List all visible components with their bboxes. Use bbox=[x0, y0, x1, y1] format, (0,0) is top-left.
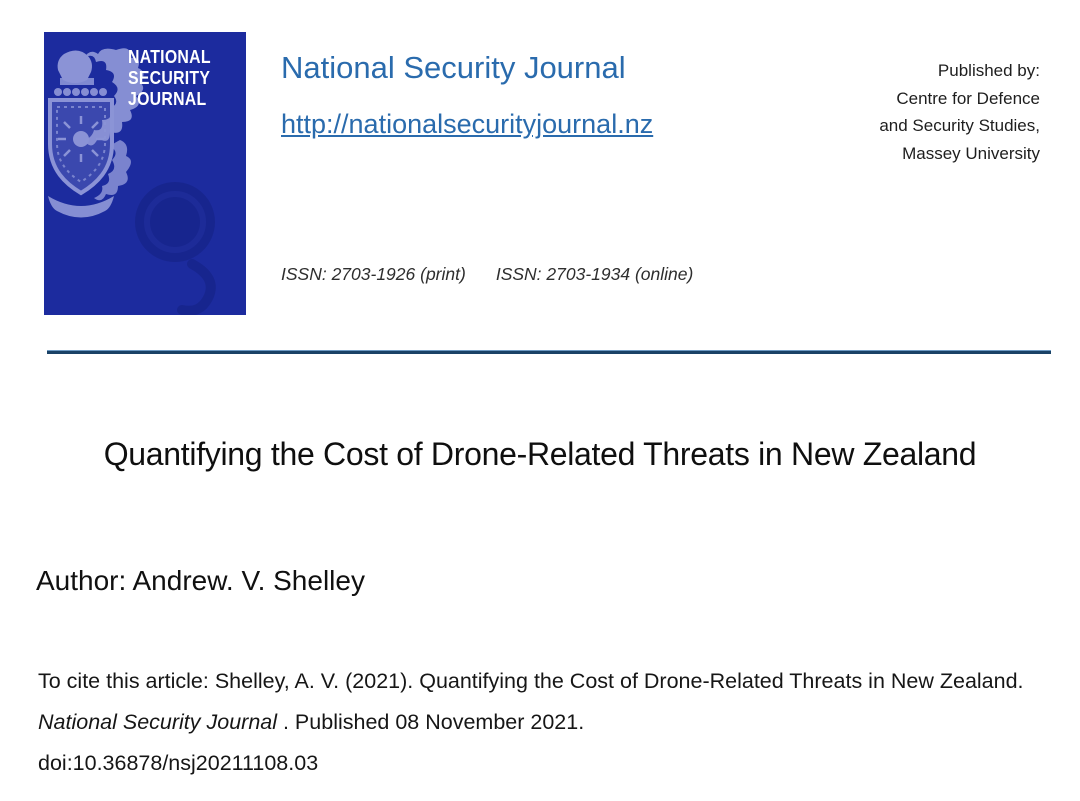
journal-url-link[interactable]: http://nationalsecurityjournal.nz bbox=[281, 109, 654, 139]
publisher-info: Published by: Centre for Defence and Sec… bbox=[879, 57, 1040, 167]
publisher-line-3: and Security Studies, bbox=[879, 116, 1040, 135]
citation-doi: doi:10.36878/nsj20211108.03 bbox=[38, 751, 319, 775]
cover-line-2: SECURITY bbox=[128, 68, 211, 88]
journal-cover-logo: NATIONAL SECURITY JOURNAL bbox=[44, 32, 246, 315]
issn-line: ISSN: 2703-1926 (print) ISSN: 2703-1934 (… bbox=[281, 264, 693, 285]
citation-before-journal: To cite this article: Shelley, A. V. (20… bbox=[38, 669, 1024, 693]
publisher-line-2: Centre for Defence bbox=[896, 88, 1040, 108]
cover-journal-name: NATIONAL SECURITY JOURNAL bbox=[128, 47, 211, 110]
citation-journal-name: National Security Journal bbox=[38, 710, 278, 734]
citation-text: To cite this article: Shelley, A. V. (20… bbox=[38, 661, 1042, 743]
issn-online: ISSN: 2703-1934 (online) bbox=[495, 264, 694, 284]
citation-block: To cite this article: Shelley, A. V. (20… bbox=[38, 661, 1042, 784]
article-title: Quantifying the Cost of Drone-Related Th… bbox=[103, 436, 977, 472]
publisher-line-4: Massey University bbox=[902, 143, 1040, 163]
publisher-line-1: Published by: bbox=[937, 61, 1040, 80]
author-line: Author: Andrew. V. Shelley bbox=[36, 565, 365, 596]
cover-line-3: JOURNAL bbox=[128, 89, 207, 109]
seal-watermark-icon bbox=[135, 182, 216, 315]
journal-title: National Security Journal bbox=[281, 50, 626, 85]
issn-print: ISSN: 2703-1926 (print) bbox=[281, 264, 466, 284]
cover-line-1: NATIONAL bbox=[128, 47, 211, 67]
coat-of-arms-icon bbox=[48, 48, 144, 218]
divider-rule bbox=[47, 350, 1051, 354]
citation-after-journal: . Published 08 November 2021. bbox=[277, 710, 585, 734]
